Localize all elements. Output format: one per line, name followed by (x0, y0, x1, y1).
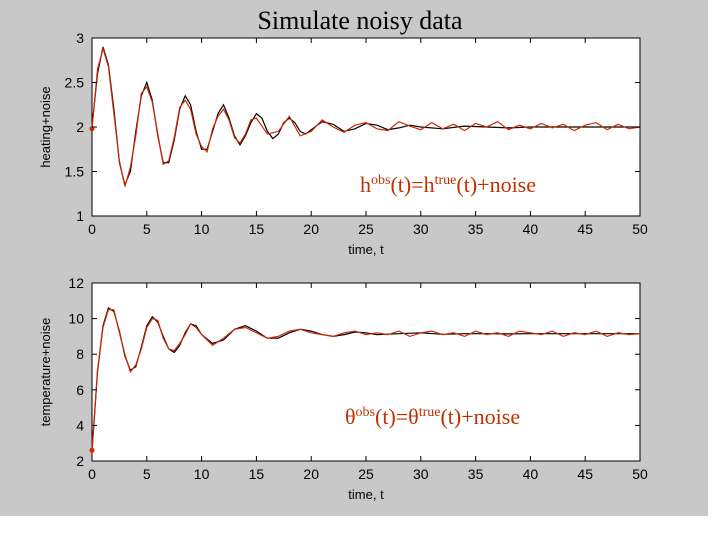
annotation-heating: hobs(t)=htrue(t)+noise (360, 172, 536, 197)
y-tick-label: 2 (76, 119, 84, 135)
x-axis-label-temperature: time, t (348, 487, 384, 502)
start-point-heating (89, 126, 95, 132)
x-tick-label: 5 (143, 221, 151, 237)
y-tick-label: 6 (76, 382, 84, 398)
x-tick-label: 20 (303, 466, 319, 482)
x-tick-label: 25 (358, 221, 374, 237)
y-tick-label: 1.5 (65, 164, 85, 180)
x-tick-label: 30 (413, 466, 429, 482)
x-tick-label: 30 (413, 221, 429, 237)
y-tick-label: 8 (76, 346, 84, 362)
series-line-temperature-0 (91, 306, 640, 453)
figure-title: Simulate noisy data (257, 6, 463, 35)
series-line-heating-1 (91, 46, 641, 187)
x-tick-label: 35 (468, 466, 484, 482)
series-line-heating-0 (91, 46, 640, 187)
y-axis-label-temperature: temperature+noise (38, 318, 53, 427)
start-point-temperature (89, 447, 95, 453)
x-tick-label: 25 (358, 466, 374, 482)
x-tick-label: 0 (88, 221, 96, 237)
series-line-temperature-1 (91, 309, 641, 451)
x-tick-label: 40 (523, 466, 539, 482)
x-tick-label: 10 (194, 221, 210, 237)
y-tick-label: 2.5 (65, 75, 85, 91)
x-tick-label: 0 (88, 466, 96, 482)
plot-area-temperature (91, 282, 641, 462)
x-tick-label: 50 (632, 221, 648, 237)
y-tick-label: 3 (76, 30, 84, 46)
bottom-panel: time, t temperature+noise 0 5 10 15 20 25 30 35… (38, 275, 648, 502)
x-tick-label: 35 (468, 221, 484, 237)
y-tick-label: 2 (76, 453, 84, 469)
x-tick-label: 20 (303, 221, 319, 237)
x-tick-label: 15 (249, 466, 265, 482)
x-tick-label: 10 (194, 466, 210, 482)
x-tick-label: 5 (143, 466, 151, 482)
x-tick-label: 45 (577, 221, 593, 237)
y-axis-label-heating: heating+noise (38, 86, 53, 167)
x-tick-label: 15 (249, 221, 265, 237)
x-tick-label: 40 (523, 221, 539, 237)
y-tick-label: 1 (76, 208, 84, 224)
y-tick-label: 12 (68, 275, 84, 291)
top-panel: time, t heating+noise 0 5 10 15 20 25 30 35 40 45… (38, 30, 648, 257)
x-tick-label: 45 (577, 466, 593, 482)
y-tick-label: 4 (76, 417, 84, 433)
annotation-temperature: θobs(t)=θtrue(t)+noise (345, 404, 520, 429)
x-axis-label-heating: time, t (348, 242, 384, 257)
x-tick-label: 50 (632, 466, 648, 482)
y-tick-label: 10 (68, 311, 84, 327)
